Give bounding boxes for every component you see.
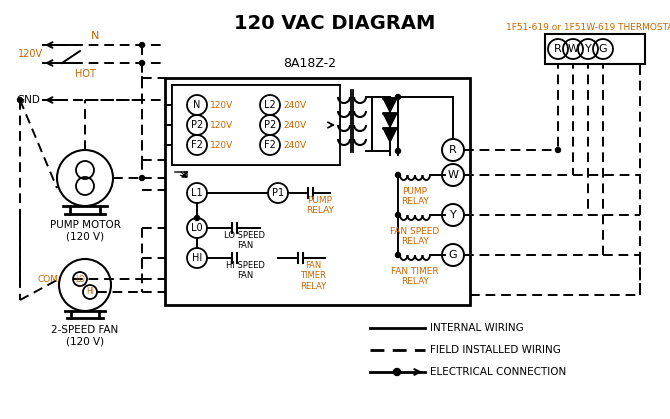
Text: F2: F2 [191, 140, 203, 150]
Text: 120V: 120V [210, 121, 233, 129]
Text: PUMP MOTOR
(120 V): PUMP MOTOR (120 V) [50, 220, 121, 242]
Text: L2: L2 [264, 100, 276, 110]
Circle shape [395, 148, 401, 153]
Text: P2: P2 [191, 120, 203, 130]
Circle shape [139, 60, 145, 65]
Text: 120 VAC DIAGRAM: 120 VAC DIAGRAM [234, 14, 436, 33]
Text: W: W [448, 170, 458, 180]
Text: HI: HI [192, 253, 202, 263]
Text: 240V: 240V [283, 140, 306, 150]
Circle shape [555, 147, 561, 153]
Text: LO: LO [75, 274, 85, 284]
Circle shape [139, 176, 145, 181]
Circle shape [139, 42, 145, 47]
Text: COM: COM [38, 274, 59, 284]
Bar [165, 78, 470, 305]
Text: 8A18Z-2: 8A18Z-2 [283, 57, 336, 70]
Text: PUMP
RELAY: PUMP RELAY [401, 187, 429, 207]
Text: INTERNAL WIRING: INTERNAL WIRING [430, 323, 524, 333]
Text: GND: GND [16, 95, 40, 105]
Text: P1: P1 [272, 188, 284, 198]
Text: 240V: 240V [283, 121, 306, 129]
Text: FIELD INSTALLED WIRING: FIELD INSTALLED WIRING [430, 345, 561, 355]
Text: 120V: 120V [210, 101, 233, 109]
Text: Y: Y [585, 44, 592, 54]
Text: Y: Y [450, 210, 456, 220]
Bar [172, 85, 340, 165]
Bar [545, 34, 645, 64]
Text: FAN
TIMER
RELAY: FAN TIMER RELAY [300, 261, 326, 291]
Polygon shape [383, 128, 397, 142]
Circle shape [194, 215, 200, 220]
Text: W: W [567, 44, 578, 54]
Text: 120V: 120V [18, 49, 43, 59]
Text: 120V: 120V [210, 140, 233, 150]
Polygon shape [383, 98, 397, 112]
Text: HOT: HOT [75, 69, 96, 79]
Text: R: R [554, 44, 562, 54]
Text: 2-SPEED FAN
(120 V): 2-SPEED FAN (120 V) [52, 325, 119, 347]
Text: ELECTRICAL CONNECTION: ELECTRICAL CONNECTION [430, 367, 566, 377]
Text: L1: L1 [191, 188, 203, 198]
Circle shape [393, 368, 401, 375]
Text: HI SPEED
FAN: HI SPEED FAN [226, 261, 265, 280]
Text: N: N [194, 100, 201, 110]
Text: F2: F2 [264, 140, 276, 150]
Circle shape [395, 253, 401, 258]
Text: G: G [449, 250, 458, 260]
Text: FAN SPEED
RELAY: FAN SPEED RELAY [391, 227, 440, 246]
Circle shape [17, 98, 23, 103]
Polygon shape [383, 113, 397, 127]
Text: LO SPEED
FAN: LO SPEED FAN [224, 231, 265, 251]
Circle shape [395, 173, 401, 178]
Text: 1F51-619 or 1F51W-619 THERMOSTAT: 1F51-619 or 1F51W-619 THERMOSTAT [506, 23, 670, 32]
Text: L0: L0 [191, 223, 203, 233]
Circle shape [395, 212, 401, 217]
Text: HI: HI [86, 287, 94, 297]
Text: 240V: 240V [283, 101, 306, 109]
Text: N: N [91, 31, 99, 41]
Text: G: G [599, 44, 607, 54]
Text: P2: P2 [264, 120, 276, 130]
Circle shape [395, 95, 401, 99]
Text: R: R [449, 145, 457, 155]
Text: PUMP
RELAY: PUMP RELAY [306, 196, 334, 215]
Text: FAN TIMER
RELAY: FAN TIMER RELAY [391, 267, 439, 287]
